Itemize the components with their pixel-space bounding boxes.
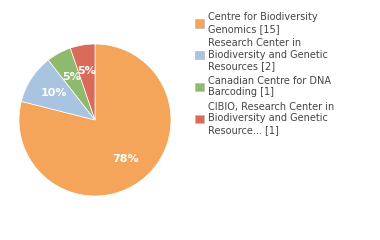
Text: 10%: 10% [40,88,67,98]
Legend: Centre for Biodiversity
Genomics [15], Research Center in
Biodiversity and Genet: Centre for Biodiversity Genomics [15], R… [195,12,335,135]
Text: 5%: 5% [78,66,96,76]
Wedge shape [70,44,95,120]
Text: 5%: 5% [62,72,81,82]
Wedge shape [21,60,95,120]
Text: 78%: 78% [112,154,139,164]
Wedge shape [48,48,95,120]
Wedge shape [19,44,171,196]
